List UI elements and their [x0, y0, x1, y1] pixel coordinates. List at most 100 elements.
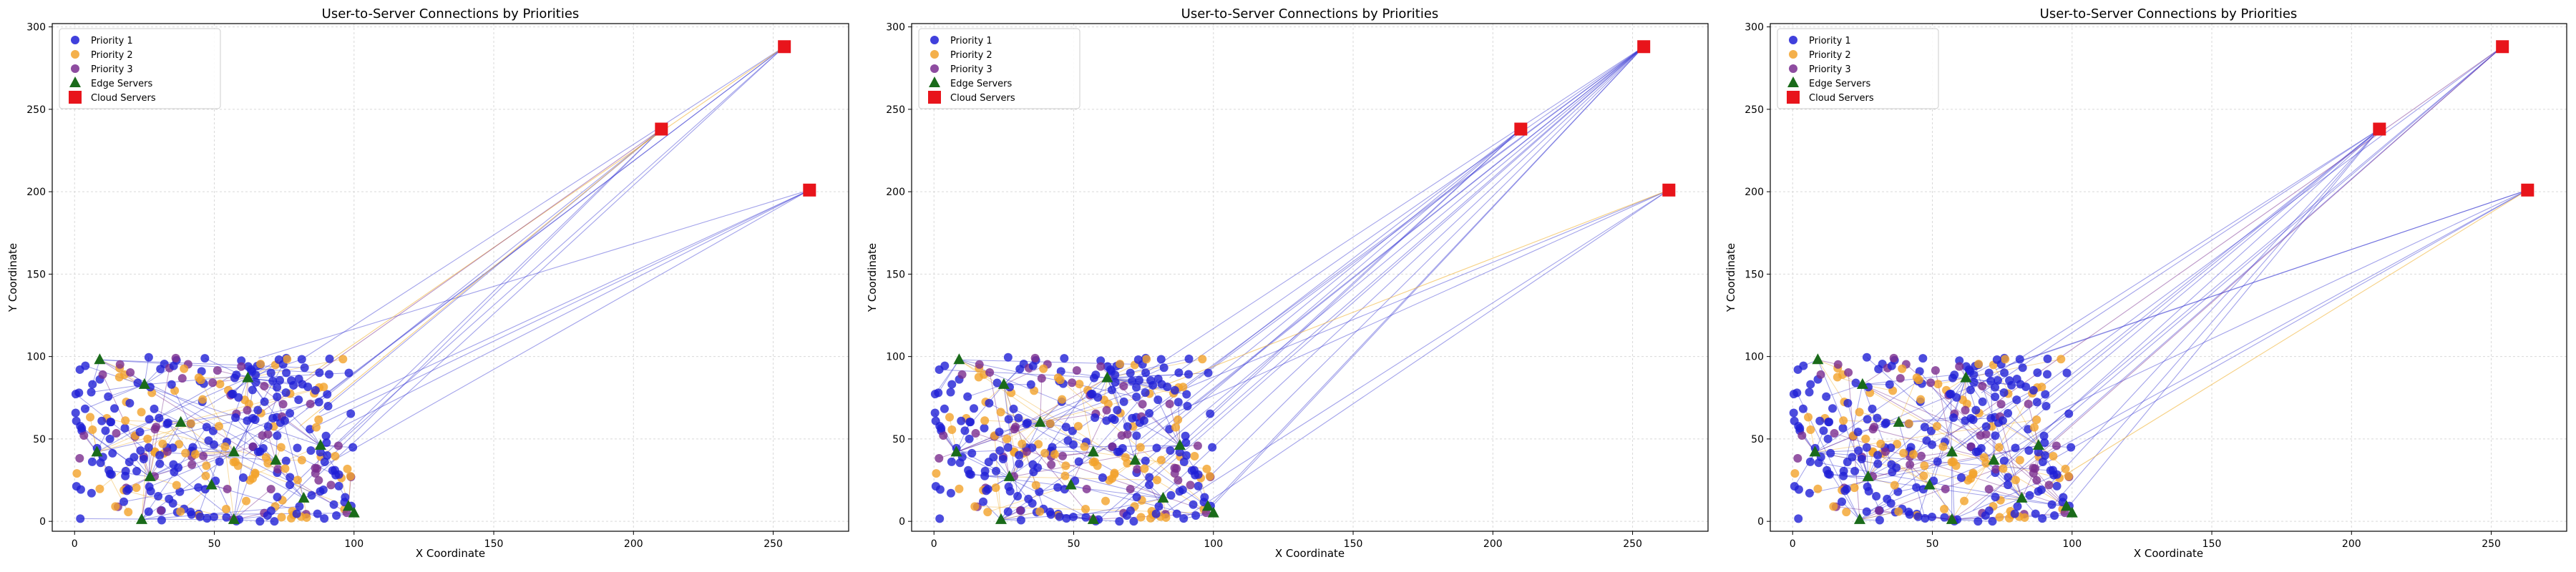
user-point-priority-1	[1132, 431, 1141, 440]
user-point-priority-2	[1140, 464, 1149, 473]
legend: Priority 1 Priority 2 Priority 3 Edge Serve…	[59, 28, 221, 109]
user-point-priority-1	[1132, 383, 1141, 392]
user-point-priority-1	[967, 448, 977, 458]
edge-server-marker	[138, 378, 150, 389]
user-point-priority-1	[1189, 500, 1198, 509]
user-point-priority-1	[2021, 382, 2031, 391]
edge-server-marker	[298, 491, 310, 503]
legend-label: Priority 3	[1809, 64, 1851, 75]
y-tick-label: 200	[886, 187, 905, 198]
user-point-priority-1	[132, 466, 142, 475]
user-edge-link	[975, 433, 1214, 514]
x-tick-label: 200	[624, 538, 643, 550]
user-edge-link	[1898, 422, 1926, 519]
user-point-priority-1	[1015, 450, 1024, 460]
user-edge-link	[1015, 426, 1094, 521]
user-point-priority-2	[1994, 443, 2004, 452]
user-point-priority-1	[169, 460, 178, 469]
user-edge-link	[1829, 474, 1868, 478]
edge-server-marker	[342, 500, 354, 511]
user-point-priority-1	[1986, 376, 1996, 385]
edge-server-marker	[1893, 415, 1905, 427]
user-point-priority-1	[930, 390, 940, 399]
user-point-priority-1	[71, 390, 80, 399]
user-edge-link	[1817, 359, 1845, 403]
user-point-priority-1	[1826, 448, 1835, 458]
legend-marker	[930, 64, 939, 73]
user-point-priority-1	[281, 388, 291, 398]
user-edge-link	[939, 369, 1108, 379]
edge-server-marker	[1087, 445, 1099, 457]
user-point-priority-1	[1128, 376, 1137, 385]
user-point-priority-3	[939, 431, 948, 440]
user-point-priority-1	[1790, 416, 1799, 425]
x-axis-label: X Coordinate	[1275, 547, 1345, 560]
user-point-priority-1	[1182, 390, 1191, 399]
user-point-priority-1	[1986, 413, 1996, 423]
user-point-priority-1	[157, 516, 166, 525]
user-point-priority-1	[234, 393, 243, 402]
user-point-priority-3	[1955, 362, 1964, 371]
user-point-priority-1	[156, 365, 165, 374]
user-point-priority-1	[136, 446, 145, 455]
edge-server-marker	[1946, 445, 1958, 457]
user-point-priority-2	[1190, 452, 1199, 461]
user-point-priority-1	[341, 493, 350, 502]
user-edge-link	[1003, 384, 1037, 485]
user-point-priority-1	[1166, 446, 1175, 455]
user-point-priority-3	[1916, 451, 1926, 460]
user-point-priority-3	[162, 447, 172, 456]
user-point-priority-1	[937, 423, 946, 433]
user-point-priority-1	[1874, 365, 1883, 374]
user-point-priority-1	[105, 469, 114, 478]
user-edge-link	[1815, 436, 1853, 453]
user-point-priority-1	[965, 418, 975, 427]
user-point-priority-2	[293, 475, 302, 485]
user-point-priority-1	[348, 443, 358, 452]
user-cloud-link	[1194, 46, 1644, 405]
user-point-priority-1	[1949, 413, 1958, 423]
legend-label: Cloud Servers	[950, 93, 1015, 104]
user-point-priority-3	[98, 370, 107, 379]
user-point-priority-3	[1082, 484, 1091, 493]
user-edge-link	[1178, 402, 1181, 446]
user-point-priority-3	[237, 362, 246, 371]
user-point-priority-1	[2034, 448, 2043, 457]
user-point-priority-3	[1126, 485, 1135, 494]
user-cloud-link	[1183, 189, 1669, 519]
user-cloud-link	[2054, 189, 2528, 414]
user-point-priority-2	[1136, 443, 1145, 452]
user-edge-link	[1040, 401, 1063, 423]
x-tick-label: 150	[2202, 538, 2222, 550]
user-point-priority-1	[1843, 398, 1853, 408]
user-cloud-link	[1132, 46, 1644, 453]
user-point-priority-2	[1890, 480, 1899, 490]
user-point-priority-1	[1035, 487, 1044, 496]
user-point-priority-2	[1031, 480, 1040, 490]
user-point-priority-1	[2010, 509, 2019, 518]
user-edge-link	[970, 474, 1010, 478]
user-point-priority-2	[1909, 450, 1918, 459]
user-point-priority-2	[1110, 468, 1119, 478]
user-edge-link	[233, 488, 272, 521]
user-cloud-link	[1206, 129, 1521, 418]
edge-server-marker	[1809, 445, 1821, 457]
user-point-priority-1	[202, 423, 211, 432]
user-point-priority-1	[1089, 373, 1098, 383]
y-tick-label: 300	[1745, 22, 1764, 34]
user-point-priority-1	[106, 418, 115, 427]
user-point-priority-2	[1179, 383, 1188, 392]
user-point-priority-3	[1844, 368, 1853, 377]
edge-server-marker	[1174, 439, 1186, 450]
user-point-priority-3	[1793, 454, 1802, 463]
user-point-priority-1	[334, 481, 343, 490]
user-cloud-link	[1139, 46, 1644, 420]
user-point-priority-1	[2064, 409, 2074, 418]
user-point-priority-2	[1940, 505, 1949, 514]
user-point-priority-2	[194, 373, 203, 383]
user-cloud-link	[1151, 189, 1669, 522]
user-cloud-link	[2044, 46, 2503, 436]
user-point-priority-1	[965, 469, 974, 478]
user-point-priority-1	[1794, 514, 1803, 523]
user-edge-link	[1013, 408, 1040, 423]
